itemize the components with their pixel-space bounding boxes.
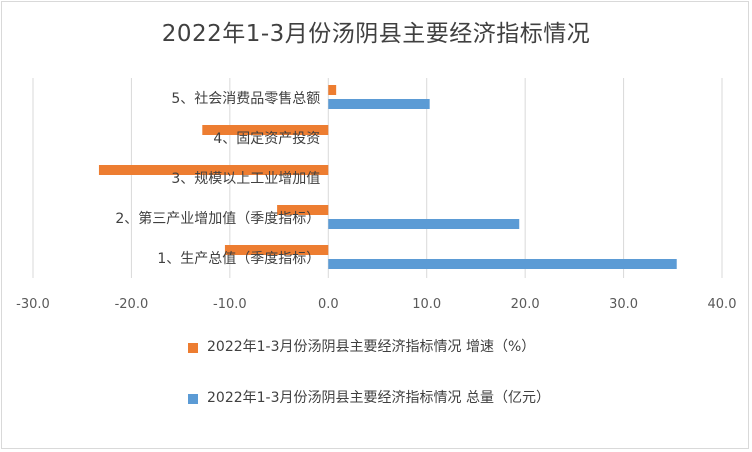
x-tick-label: -10.0 (213, 297, 247, 312)
category-label: 2、第三产业增加值（季度指标） (115, 210, 320, 227)
bar-total (328, 259, 677, 269)
legend-item-growth: 2022年1-3月份汤阴县主要经济指标情况 增速（%） (188, 336, 708, 380)
x-tick-label: 20.0 (511, 297, 540, 312)
x-tick-label: 30.0 (609, 297, 638, 312)
x-tick-label: 0.0 (318, 297, 339, 312)
bar-growth (98, 165, 329, 175)
bar-total (328, 99, 430, 109)
x-tick-label: -20.0 (115, 297, 149, 312)
category-label: 5、社会消费品零售总额 (171, 91, 320, 107)
legend-item-total: 2022年1-3月份汤阴县主要经济指标情况 总量（亿元） (188, 387, 708, 431)
x-tick-label: -30.0 (16, 297, 50, 312)
bar-total (328, 219, 520, 229)
x-tick-label: 10.0 (412, 297, 441, 312)
category-label: 4、固定资产投资 (213, 131, 320, 147)
bar-growth (328, 85, 337, 95)
category-label: 1、生产总值（季度指标） (157, 251, 320, 267)
bar-growth (202, 125, 329, 135)
category-label: 3、规模以上工业增加值 (171, 171, 320, 187)
bar-growth (277, 205, 329, 215)
bar-growth (224, 245, 329, 255)
legend-label-total: 2022年1-3月份汤阴县主要经济指标情况 总量（亿元） (207, 390, 550, 406)
chart-title: 2022年1-3月份汤阴县主要经济指标情况 (161, 21, 591, 47)
x-tick-label: 40.0 (708, 297, 737, 312)
legend-label-growth: 2022年1-3月份汤阴县主要经济指标情况 增速（%） (207, 339, 536, 355)
legend-swatch-total (188, 394, 198, 404)
legend-swatch-growth (188, 343, 198, 353)
